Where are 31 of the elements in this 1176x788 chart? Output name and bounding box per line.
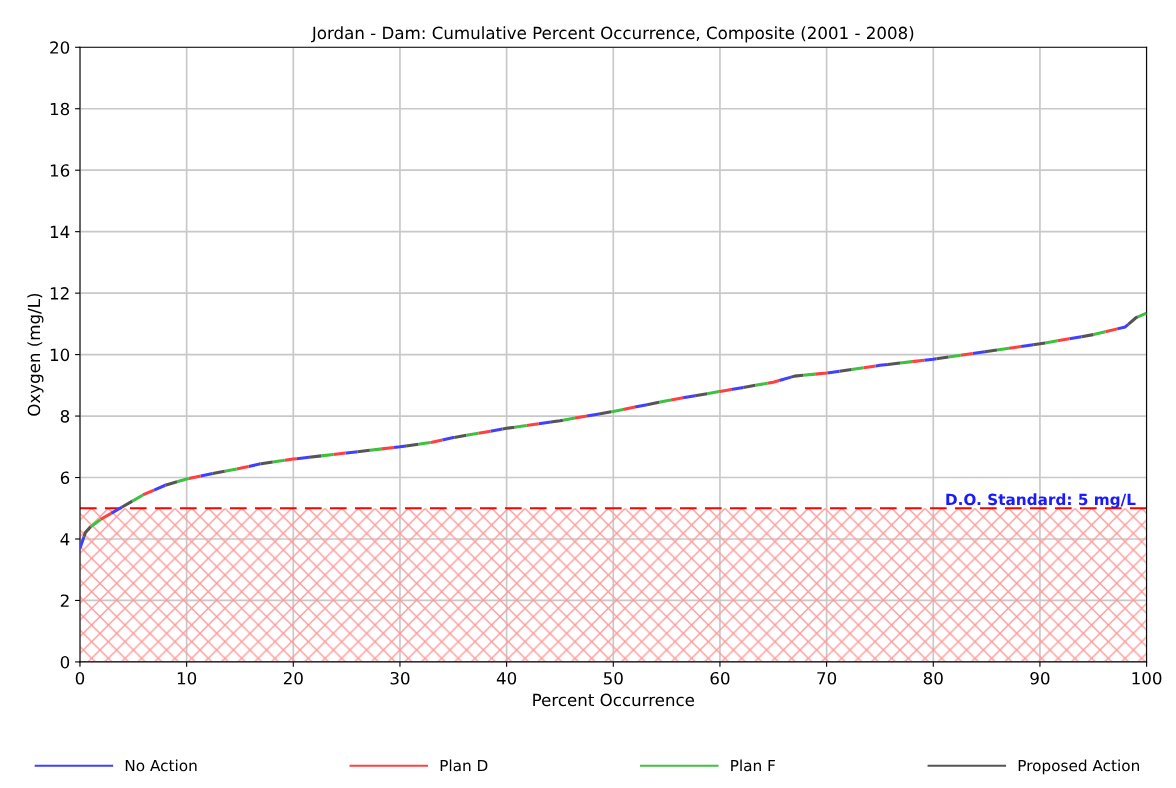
legend-label: Plan D xyxy=(440,759,488,772)
y-tick-label: 16 xyxy=(50,164,70,177)
x-tick-label: 20 xyxy=(283,671,303,685)
y-axis-title: Oxygen (mg/L) xyxy=(27,293,44,416)
y-tick-label: 10 xyxy=(50,348,70,362)
y-tick-label: 6 xyxy=(60,471,70,485)
x-tick-label: 90 xyxy=(1030,671,1050,685)
x-tick-label: 100 xyxy=(1132,671,1162,685)
x-tick-label: 30 xyxy=(390,671,410,685)
y-tick-label: 4 xyxy=(60,533,70,546)
x-tick-label: 0 xyxy=(75,671,85,685)
x-tick-label: 40 xyxy=(496,671,517,685)
y-tick-label: 18 xyxy=(50,102,70,116)
x-tick-label: 80 xyxy=(923,671,943,685)
line-series xyxy=(79,311,1147,550)
y-tick-label: 2 xyxy=(60,594,69,607)
y-tick-label: 0 xyxy=(60,655,70,669)
y-tick-label: 14 xyxy=(50,225,70,238)
legend-label: No Action xyxy=(125,759,197,772)
legend-label: Plan F xyxy=(731,759,775,772)
x-tick-label: 60 xyxy=(710,671,730,685)
legend-label: Proposed Action xyxy=(1018,759,1139,775)
y-tick-label: 8 xyxy=(60,410,70,423)
y-tick-label: 12 xyxy=(50,287,69,300)
x-tick-label: 50 xyxy=(603,671,623,685)
chart-title: Jordan - Dam: Cumulative Percent Occurrence, Composite (2001 - 2008) xyxy=(311,26,914,43)
x-tick-label: 10 xyxy=(177,671,197,685)
x-tick-label: 70 xyxy=(817,671,837,685)
y-tick-label: 20 xyxy=(50,41,70,54)
x-axis-title: Percent Occurrence xyxy=(533,693,695,707)
ref-line-label: D.O. Standard: 5 mg/L xyxy=(946,493,1136,509)
